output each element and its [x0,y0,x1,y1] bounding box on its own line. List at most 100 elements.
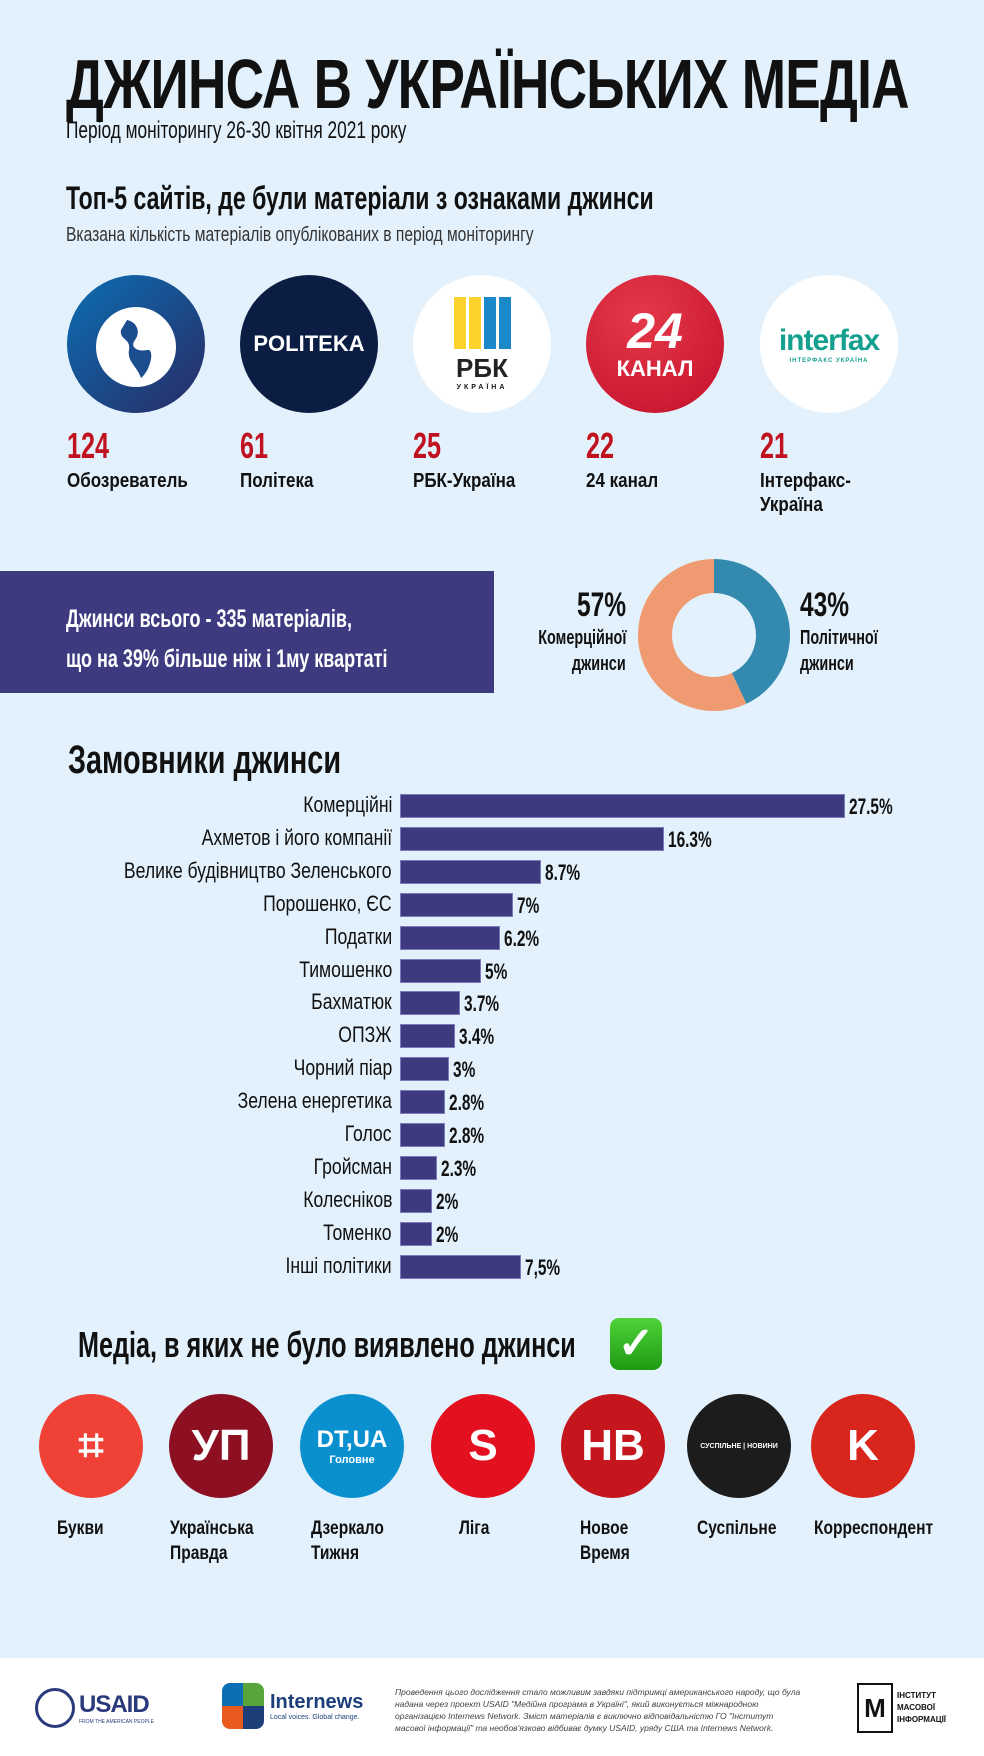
bar [400,1057,449,1082]
bar-value-label: 3% [452,1057,475,1083]
usaid-seal-icon [35,1688,75,1728]
internews-mark-icon [222,1683,264,1729]
donut-slice-political [714,559,790,704]
disclaimer-text: Проведення цього дослідження стало можли… [395,1687,801,1733]
bar [400,925,501,950]
media-name: Корреспондент [814,1518,934,1539]
check-mark-icon: ✓ [610,1318,662,1370]
bar-label: Бахматюк [311,989,392,1015]
bar [400,1155,438,1180]
clean-media-item: ⌗ Букви [39,1394,143,1539]
rbk-logo: РБК УКРАЇНА [413,275,551,413]
donut-slice-commercial [638,559,747,711]
bar-row: Велике будівництво Зеленського 8.7% [0,857,984,885]
bar [400,1024,456,1049]
bar-row: Ахметов і його компанії 16.3% [0,824,984,852]
bar [400,1123,446,1147]
bar [400,1090,446,1115]
customers-heading: Замовники джинси [68,738,342,782]
bar-value-label: 7,5% [525,1254,561,1280]
bar-row: ОПЗЖ 3.4% [0,1022,984,1050]
bar-label: Комерційні [302,792,392,817]
site-politeka: POLITEKA 61 Політека [240,275,380,493]
bar [400,794,845,818]
media-name: Суспільне [697,1518,777,1539]
bar-row: Бахматюк 3.7% [0,989,984,1017]
bar-value-label: 7% [517,892,540,918]
site-interfax: interfax ІНТЕРФАКС УКРАЇНА 21 Інтерфакс-… [760,275,900,517]
media-logo: K [811,1394,915,1498]
top5-subheading: Вказана кількість матеріалів опублікован… [66,224,534,246]
bar-label: Колесніков [302,1186,392,1212]
bar-value-label: 16.3% [667,826,712,852]
clean-media-item: S Ліга [431,1394,535,1539]
clean-media-item: HB Новое Время [561,1394,665,1564]
bar-row: Колесніков 2% [0,1186,984,1214]
clean-media-item: DT,UA Головне Дзеркало Тижня [300,1394,404,1564]
media-name: Букви [57,1518,104,1539]
media-logo: HB [561,1394,665,1498]
bar-label: Ахметов і його компанії [201,824,393,850]
bar-value-label: 27.5% [849,794,893,819]
donut-label-political: 43% Політичної джинси [800,586,878,675]
clean-media-item: СУСПІЛЬНЕ | НОВИНИ Суспільне [687,1394,791,1539]
bar-label: Велике будівництво Зеленського [124,857,392,883]
bar-label: Томенко [323,1219,392,1245]
bar-label: Тимошенко [298,956,392,982]
bar-value-label: 3.4% [459,1024,495,1050]
bar-label: Інші політики [285,1252,392,1278]
bar-value-label: 6.2% [504,925,540,951]
bar-label: Податки [324,923,392,949]
footer: USAID FROM THE AMERICAN PEOPLE Internews L… [0,1658,984,1756]
bar-value-label: 2.8% [449,1090,485,1116]
media-name: Українська Правда [170,1518,254,1564]
bar-row: Податки 6.2% [0,923,984,951]
clean-media-item: K Корреспондент [811,1394,933,1539]
globe-logo-icon [67,275,205,413]
media-logo: УП [169,1394,273,1498]
bar-value-label: 2% [436,1188,459,1214]
page-title: ДЖИНСА В УКРАЇНСЬКИХ МЕДІА [66,45,910,123]
bar-row: Голос 2.8% [0,1121,984,1148]
media-logo: DT,UA Головне [300,1394,404,1498]
bar-value-label: 2% [436,1221,459,1247]
bar-label: Голос [345,1121,392,1146]
media-logo: СУСПІЛЬНЕ | НОВИНИ [687,1394,791,1498]
bar [400,1188,433,1213]
bar [400,892,514,917]
bar-row: Порошенко, ЄС 7% [0,891,984,918]
media-name: Новое Время [580,1518,630,1564]
site-24-kanal: 24 КАНАЛ 22 24 канал [586,275,726,493]
bar-row: Зелена енергетика 2.8% [0,1088,984,1116]
top5-heading: Топ-5 сайтів, де були матеріали з ознака… [66,180,654,216]
bar-value-label: 2.8% [449,1123,485,1148]
monitoring-period: Період моніторингу 26-30 квітня 2021 рок… [66,117,407,144]
media-name: Ліга [459,1518,490,1539]
bar-value-label: 2.3% [441,1155,477,1181]
site-obozrevatel: 124 Обозреватель [67,275,207,493]
24-kanal-logo: 24 КАНАЛ [586,275,724,413]
bar [400,958,481,983]
bar-row: Комерційні 27.5% [0,792,984,819]
clean-media-item: УП Українська Правда [169,1394,273,1564]
politeka-logo: POLITEKA [240,275,378,413]
bar [400,1254,522,1279]
bar-value-label: 8.7% [544,859,580,885]
bar-row: Гройсман 2.3% [0,1153,984,1181]
clean-media-heading: Медіа, в яких не було виявлено джинси [78,1324,576,1365]
bar [400,826,664,851]
internews-logo: Internews Local voices. Global change. [222,1683,363,1729]
media-logo: S [431,1394,535,1498]
bar-label: Чорний піар [293,1055,392,1081]
total-summary-box: Джинси всього - 335 матеріалів, що на 39%… [0,571,494,693]
bar-label: Гройсман [313,1153,392,1179]
donut-label-commercial: 57% Комерційної джинси [537,586,626,675]
interfax-logo: interfax ІНТЕРФАКС УКРАЇНА [760,275,898,413]
bar [400,859,541,884]
imi-logo: М ІНСТИТУТ МАСОВОЇ ІНФОРМАЦІЇ [857,1683,946,1733]
bar [400,1221,433,1246]
bar-value-label: 3.7% [463,991,499,1017]
bar-row: Тимошенко 5% [0,956,984,984]
media-name: Дзеркало Тижня [311,1518,384,1564]
bar-label: Зелена енергетика [237,1088,392,1114]
